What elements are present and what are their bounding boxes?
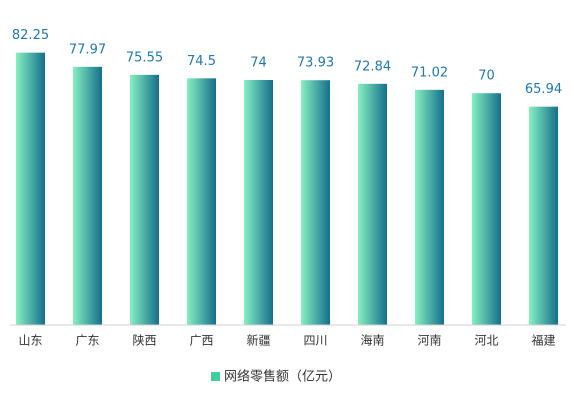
x-tick-label: 河南: [417, 333, 441, 348]
bar: [301, 80, 330, 325]
bar: [187, 78, 216, 325]
data-label: 71.02: [411, 65, 448, 80]
x-tick-label: 福建: [531, 333, 555, 348]
legend-label: 网络零售额（亿元）: [224, 369, 341, 385]
bar: [529, 106, 558, 325]
bar: [358, 83, 387, 325]
data-label: 74.5: [187, 54, 216, 69]
data-label: 65.94: [525, 82, 562, 97]
bar: [244, 79, 273, 325]
bar: [130, 74, 159, 326]
x-tick-label: 新疆: [246, 333, 270, 348]
x-tick-label: 海南: [360, 333, 384, 348]
data-label: 73.93: [297, 56, 334, 71]
x-tick-label: 广西: [189, 334, 213, 348]
data-label: 82.25: [12, 28, 49, 43]
x-tick-label: 河北: [474, 334, 498, 348]
legend-swatch: [211, 372, 220, 381]
bar: [415, 89, 444, 326]
bar: [73, 66, 102, 325]
x-tick-label: 山东: [18, 334, 42, 348]
data-label: 75.55: [126, 50, 163, 65]
bar: [16, 52, 45, 326]
data-label: 72.84: [354, 59, 391, 74]
bar: [472, 93, 501, 325]
data-label: 74: [250, 55, 267, 70]
x-tick-label: 陕西: [132, 333, 156, 348]
x-tick-label: 广东: [75, 334, 99, 348]
data-label: 70: [478, 69, 495, 84]
x-tick-label: 四川: [303, 334, 327, 348]
data-label: 77.97: [69, 42, 106, 57]
